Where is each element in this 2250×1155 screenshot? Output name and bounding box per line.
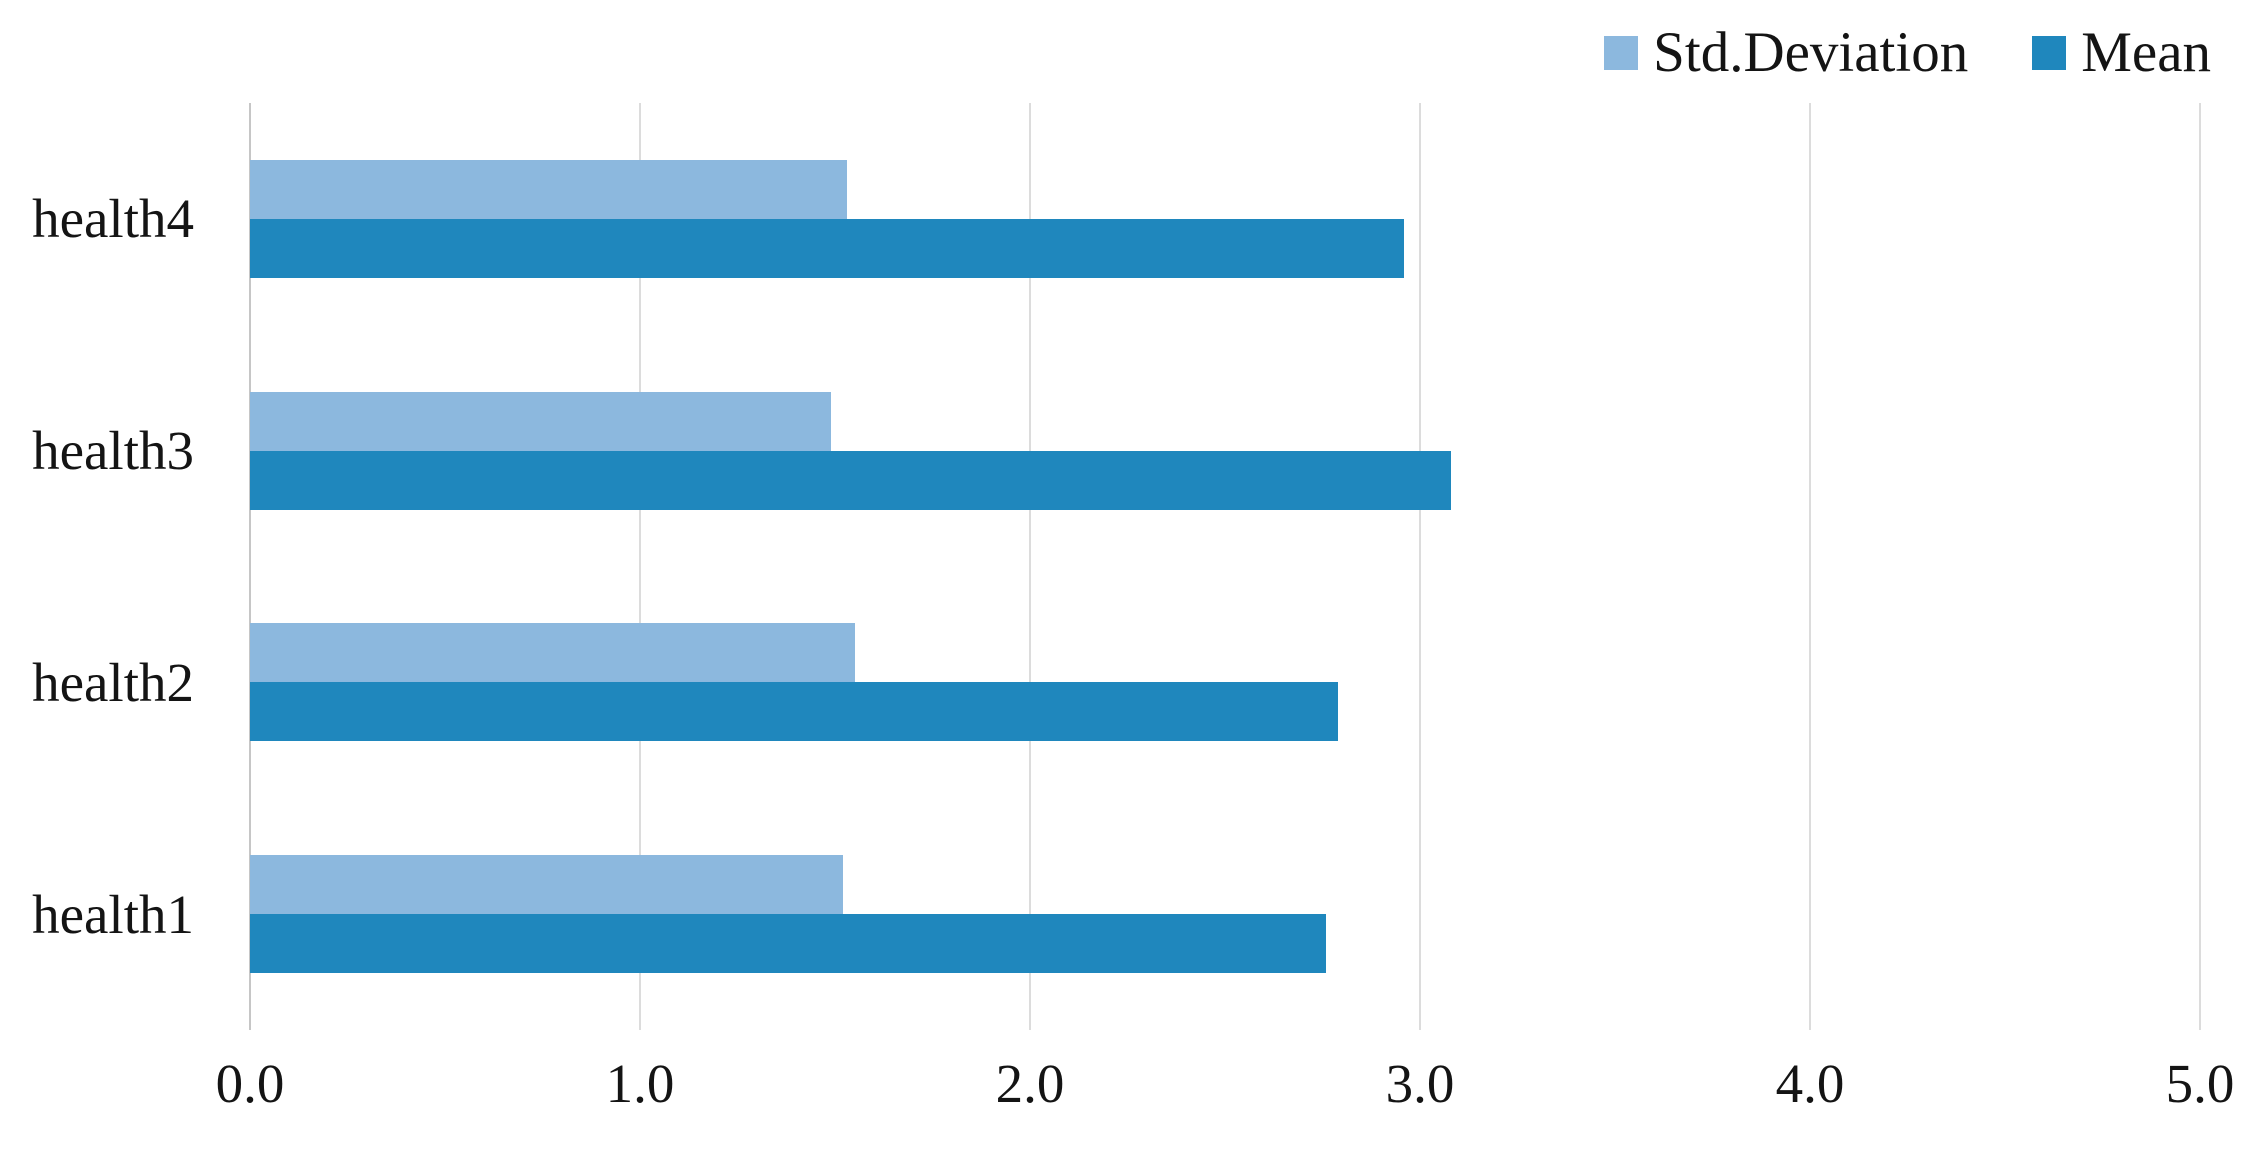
legend-label-mean: Mean	[2081, 21, 2211, 84]
bar-mean-health2	[250, 682, 1339, 742]
x-tick-label: 3.0	[1385, 1053, 1455, 1114]
x-tick-label: 2.0	[995, 1053, 1065, 1114]
bar-group-health2	[250, 567, 2200, 799]
bar-std-deviation-health3	[250, 391, 832, 451]
legend-swatch-mean	[2032, 35, 2067, 70]
bar-mean-health4	[250, 218, 1405, 278]
bar-mean-health3	[250, 450, 1452, 510]
x-tick-label: 1.0	[605, 1053, 675, 1114]
gridline	[1419, 103, 1421, 1030]
bar-group-health4	[250, 103, 2200, 335]
category-label-health4: health4	[32, 188, 194, 250]
x-axis-tick-labels: 0.0 1.0 2.0 3.0 4.0 5.0	[216, 1053, 2235, 1136]
category-label-health2: health2	[32, 651, 194, 713]
legend-swatch-std-deviation	[1604, 35, 1639, 70]
bar-mean-health1	[250, 914, 1327, 974]
bar-group-health3	[250, 335, 2200, 567]
y-axis-category-labels: health4 health3 health2 health1	[0, 103, 194, 1030]
legend-item-std-deviation: Std.Deviation	[1604, 24, 1968, 81]
y-axis-line	[249, 103, 251, 1030]
gridline	[2199, 103, 2201, 1030]
bar-group-health1	[250, 798, 2200, 1030]
x-tick-label: 4.0	[1775, 1053, 1845, 1114]
gridline	[639, 103, 641, 1030]
bar-rows	[250, 103, 2200, 1030]
x-tick-label: 0.0	[215, 1053, 285, 1114]
category-label-health3: health3	[32, 420, 194, 482]
legend-item-mean: Mean	[2032, 24, 2211, 81]
bar-std-deviation-health1	[250, 855, 843, 915]
bar-std-deviation-health4	[250, 159, 847, 219]
legend: Std.Deviation Mean	[1604, 24, 2211, 81]
gridline	[1029, 103, 1031, 1030]
gridline	[1809, 103, 1811, 1030]
x-tick-label: 5.0	[2165, 1053, 2235, 1114]
plot-area	[249, 103, 2201, 1030]
gridlines	[249, 103, 2201, 1030]
legend-label-std-deviation: Std.Deviation	[1653, 21, 1969, 84]
category-label-health1: health1	[32, 883, 194, 945]
bar-std-deviation-health2	[250, 623, 855, 683]
